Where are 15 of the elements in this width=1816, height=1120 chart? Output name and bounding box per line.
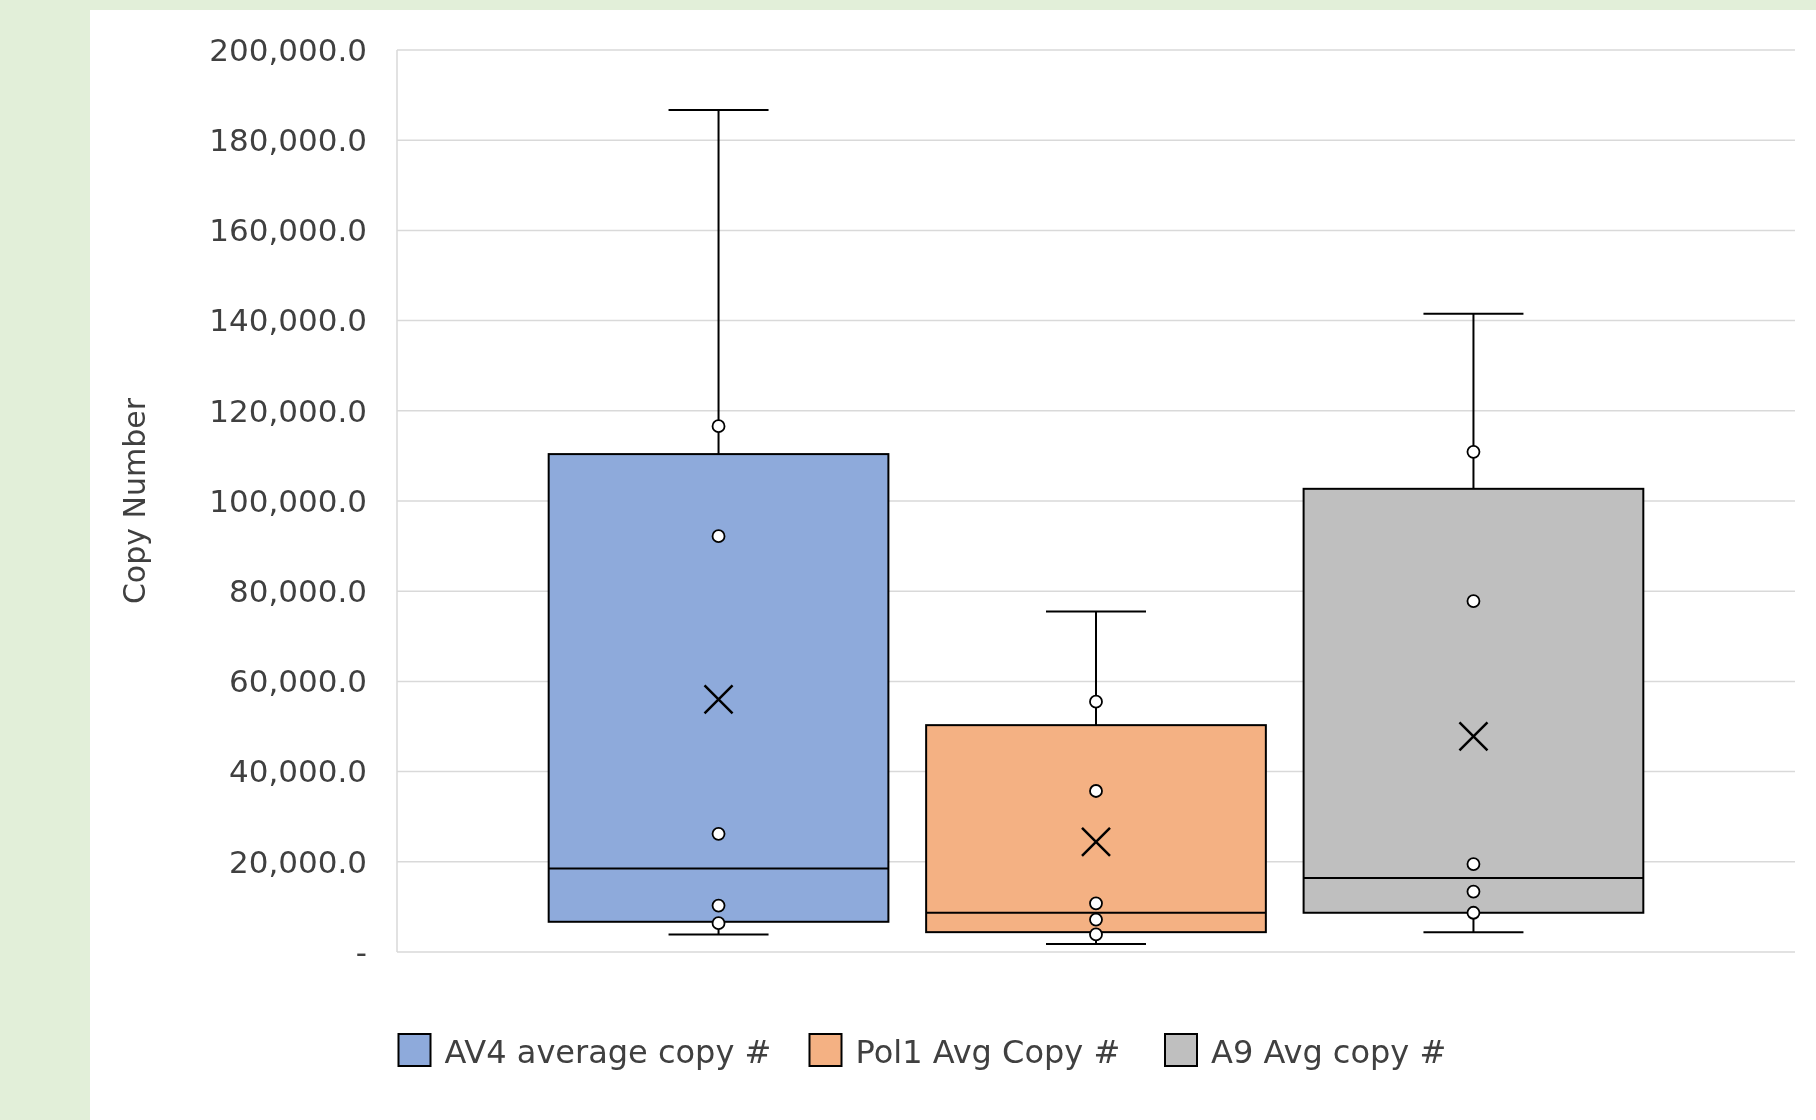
y-axis-title: Copy Number <box>117 397 152 605</box>
y-tick-label: 60,000.0 <box>228 663 367 700</box>
y-tick-label: 80,000.0 <box>228 573 367 610</box>
y-tick-label: 40,000.0 <box>228 753 367 790</box>
legend-label: A9 Avg copy # <box>1211 1033 1447 1072</box>
y-tick-label: 140,000.0 <box>209 302 367 339</box>
y-tick-label: - <box>355 933 367 970</box>
y-tick-label: 120,000.0 <box>209 392 367 429</box>
legend-label: AV4 average copy # <box>444 1033 772 1072</box>
y-tick-label: 20,000.0 <box>228 843 367 880</box>
y-tick-label: 200,000.0 <box>209 31 367 68</box>
legend-label: Pol1 Avg Copy # <box>855 1033 1121 1072</box>
y-tick-label: 160,000.0 <box>209 212 367 249</box>
y-tick-label: 180,000.0 <box>209 122 367 159</box>
y-tick-label: 100,000.0 <box>209 482 367 519</box>
